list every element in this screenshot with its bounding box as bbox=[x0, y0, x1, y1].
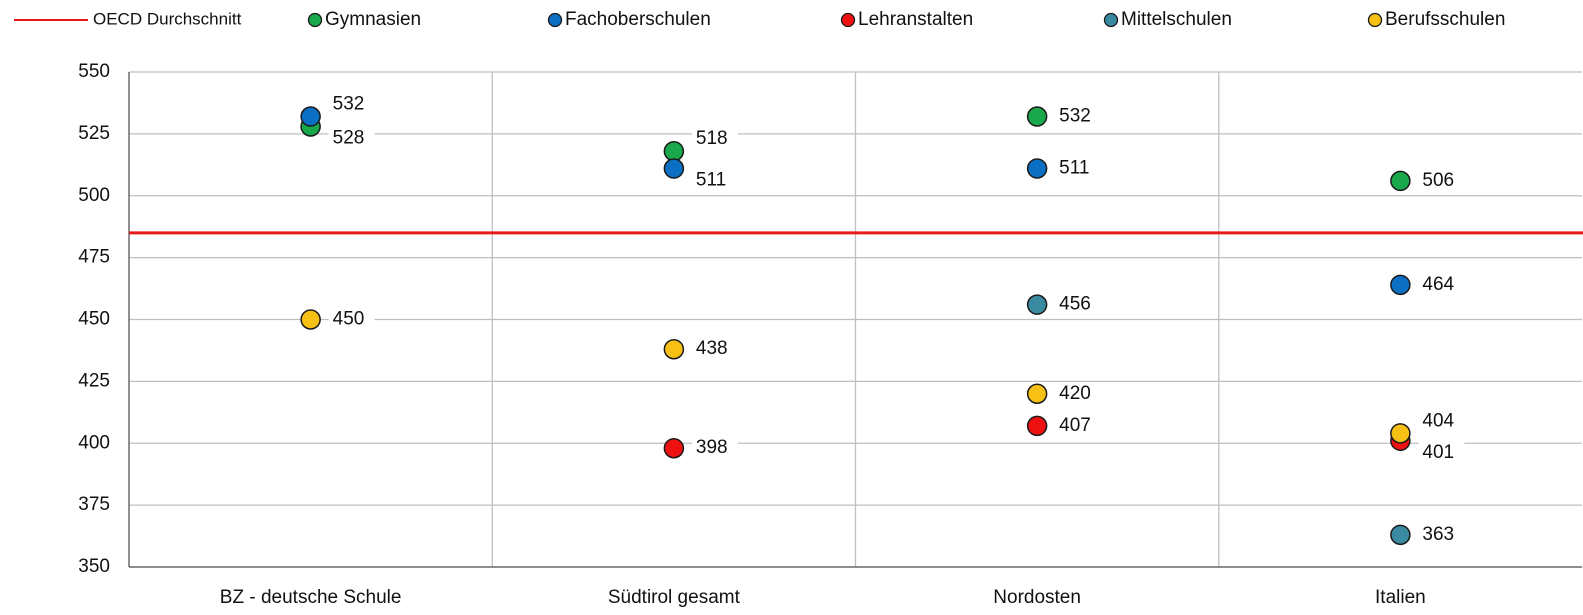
data-label: 401 bbox=[1422, 442, 1454, 463]
data-label: 438 bbox=[696, 338, 728, 359]
data-label-bg bbox=[1055, 414, 1102, 437]
data-label: 511 bbox=[1059, 158, 1089, 179]
dot bbox=[663, 437, 685, 459]
data-label: 407 bbox=[1059, 415, 1091, 436]
dot bbox=[300, 309, 321, 330]
data-label-bg bbox=[328, 308, 375, 331]
data-label: 532 bbox=[1059, 106, 1091, 127]
dot bbox=[1026, 106, 1048, 127]
legend-marker bbox=[1367, 12, 1383, 28]
legend-marker bbox=[547, 12, 563, 28]
legend-label: OECD Durchschnitt bbox=[93, 9, 242, 28]
data-label-bg bbox=[691, 128, 738, 151]
data-label-bg bbox=[691, 437, 738, 460]
legend-marker bbox=[840, 12, 856, 28]
y-tick-label: 525 bbox=[78, 123, 110, 144]
data-label: 450 bbox=[333, 309, 365, 330]
data-label: 404 bbox=[1422, 410, 1454, 431]
dot bbox=[300, 106, 321, 127]
data-label-bg bbox=[1418, 410, 1465, 433]
legend-label: Berufsschulen bbox=[1385, 9, 1505, 30]
data-label-bg bbox=[328, 93, 375, 116]
data-label: 456 bbox=[1059, 294, 1091, 315]
dot bbox=[663, 158, 685, 179]
data-label: 532 bbox=[333, 94, 365, 115]
y-tick-label: 475 bbox=[78, 247, 110, 268]
data-label: 398 bbox=[696, 437, 728, 458]
y-tick-label: 400 bbox=[78, 432, 110, 453]
legend-label: Fachoberschulen bbox=[565, 9, 711, 30]
data-label: 511 bbox=[696, 170, 726, 191]
data-label: 528 bbox=[333, 127, 365, 148]
y-tick-label: 500 bbox=[78, 185, 110, 206]
legend-label: Gymnasien bbox=[325, 9, 421, 30]
data-label: 420 bbox=[1059, 383, 1091, 404]
x-tick-label: Südtirol gesamt bbox=[608, 587, 741, 608]
data-label: 363 bbox=[1422, 524, 1454, 545]
data-label: 518 bbox=[696, 128, 728, 149]
x-tick-label: Nordosten bbox=[993, 587, 1081, 608]
data-label-bg bbox=[1418, 441, 1465, 464]
legend-marker bbox=[307, 12, 323, 28]
data-label-bg bbox=[328, 127, 375, 150]
data-label-bg bbox=[691, 169, 738, 192]
data-label-bg bbox=[691, 338, 738, 361]
data-label: 506 bbox=[1422, 170, 1454, 191]
y-tick-label: 425 bbox=[78, 370, 110, 391]
x-tick-label: BZ - deutsche Schule bbox=[220, 587, 402, 608]
y-tick-label: 450 bbox=[78, 309, 110, 330]
data-label-bg bbox=[1055, 382, 1102, 405]
data-label-bg bbox=[1418, 169, 1465, 192]
data-label-bg bbox=[1418, 523, 1465, 546]
y-tick-label: 550 bbox=[78, 61, 110, 82]
dot bbox=[1390, 524, 1411, 546]
dot bbox=[1026, 294, 1048, 315]
dot bbox=[1390, 274, 1411, 296]
legend-label: Lehranstalten bbox=[858, 9, 973, 30]
data-label-bg bbox=[1055, 157, 1102, 180]
x-tick-label: Italien bbox=[1375, 587, 1426, 608]
legend-marker bbox=[1103, 12, 1119, 28]
data-label-bg bbox=[1418, 273, 1465, 296]
data-label: 464 bbox=[1422, 274, 1454, 295]
dot bbox=[663, 338, 685, 360]
data-label-bg bbox=[1055, 293, 1102, 316]
y-tick-label: 375 bbox=[78, 494, 110, 515]
dot bbox=[1390, 423, 1411, 444]
dot bbox=[1026, 158, 1048, 179]
dot bbox=[1390, 170, 1411, 192]
dot bbox=[663, 140, 685, 162]
data-label-bg bbox=[1055, 105, 1102, 128]
legend-label: Mittelschulen bbox=[1121, 9, 1232, 30]
dot bbox=[1026, 415, 1048, 437]
dot bbox=[1026, 383, 1048, 404]
y-tick-label: 350 bbox=[78, 556, 110, 577]
